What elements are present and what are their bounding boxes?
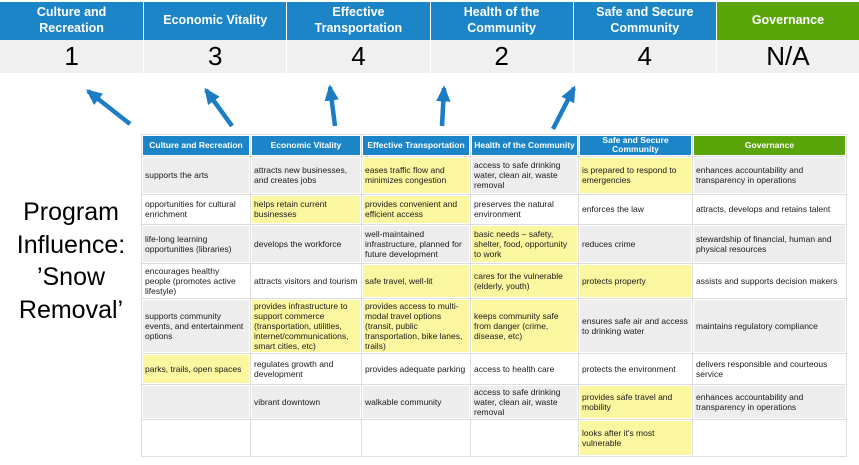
- matrix-cell-highlighted: provides access to multi-modal travel op…: [361, 297, 471, 354]
- matrix-row: looks after it's most vulnerable: [141, 418, 847, 457]
- matrix-cell-highlighted: is prepared to respond to emergencies: [578, 155, 693, 195]
- matrix-cell-highlighted: cares for the vulnerable (elderly, youth…: [470, 262, 579, 299]
- matrix-cell: assists and supports decision makers: [692, 262, 847, 299]
- summary-header: Health of the Community: [429, 2, 573, 40]
- summary-header: Culture and Recreation: [0, 2, 144, 40]
- matrix-header-cell: Safe and Secure Community: [578, 134, 693, 157]
- matrix-cell: supports community events, and entertain…: [141, 297, 251, 354]
- matrix-cell-highlighted: provides infrastructure to support comme…: [250, 297, 362, 354]
- matrix-cell: reduces crime: [578, 223, 693, 264]
- influence-arrow: [324, 84, 339, 127]
- summary-column: Health of the Community 2: [429, 2, 573, 73]
- summary-value: 3: [143, 40, 287, 73]
- summary-value: 4: [286, 40, 430, 73]
- matrix-row: vibrant downtown walkable community access…: [141, 383, 847, 420]
- matrix-header-cell: Economic Vitality: [250, 134, 362, 157]
- summary-table: Culture and Recreation 1 Economic Vitality…: [0, 2, 859, 73]
- matrix-cell: attracts visitors and tourism: [250, 262, 362, 299]
- matrix-cell: enhances accountability and transparency…: [692, 155, 847, 195]
- matrix-header-cell: Health of the Community: [470, 134, 579, 157]
- summary-header: Governance: [715, 2, 859, 40]
- matrix-header-cell: Effective Transportation: [361, 134, 471, 157]
- matrix-cell: develops the workforce: [250, 223, 362, 264]
- matrix-cell-highlighted: protects property: [578, 262, 693, 299]
- matrix-cell: attracts, develops and retains talent: [692, 193, 847, 225]
- program-influence-label: Program Influence: ’Snow Removal’: [16, 198, 126, 324]
- matrix-cell: vibrant downtown: [250, 383, 362, 420]
- matrix-cell: stewardship of financial, human and phys…: [692, 223, 847, 264]
- matrix-cell-highlighted: provides convenient and efficient access: [361, 193, 471, 225]
- matrix-row: opportunities for cultural enrichment hel…: [141, 193, 847, 225]
- matrix-cell: [141, 418, 251, 457]
- matrix-cell: [141, 383, 251, 420]
- matrix-cell: [692, 418, 847, 457]
- matrix-cell: ensures safe air and access to drinking …: [578, 297, 693, 354]
- summary-column: Governance N/A: [715, 2, 859, 73]
- influence-arrow: [204, 87, 234, 128]
- matrix-header-row: Culture and Recreation Economic Vitality E…: [141, 134, 847, 157]
- influence-arrow: [85, 89, 132, 126]
- matrix-cell-highlighted: basic needs – safety, shelter, food, opp…: [470, 223, 579, 264]
- influence-arrow: [436, 85, 451, 127]
- matrix-row: supports the arts attracts new businesses…: [141, 155, 847, 195]
- matrix-cell: encourages healthy people (promotes acti…: [141, 262, 251, 299]
- matrix-header-cell: Culture and Recreation: [141, 134, 251, 157]
- matrix-cell-highlighted: keeps community safe from danger (crime,…: [470, 297, 579, 354]
- matrix-cell-highlighted: safe travel, well-lit: [361, 262, 471, 299]
- matrix-cell: [250, 418, 362, 457]
- matrix-header-cell: Governance: [692, 134, 847, 157]
- summary-value: 4: [572, 40, 716, 73]
- matrix-cell: life-long learning opportunities (librar…: [141, 223, 251, 264]
- matrix-cell-highlighted: provides safe travel and mobility: [578, 383, 693, 420]
- matrix-row: encourages healthy people (promotes acti…: [141, 262, 847, 299]
- matrix-cell: access to safe drinking water, clean air…: [470, 383, 579, 420]
- summary-header: Safe and Secure Community: [572, 2, 716, 40]
- matrix-cell: [361, 418, 471, 457]
- matrix-cell: [470, 418, 579, 457]
- summary-column: Culture and Recreation 1: [0, 2, 144, 73]
- matrix-cell: delivers responsible and courteous servi…: [692, 352, 847, 385]
- matrix-cell: enhances accountability and transparency…: [692, 383, 847, 420]
- matrix-cell: maintains regulatory compliance: [692, 297, 847, 354]
- influence-matrix: Culture and Recreation Economic Vitality E…: [141, 134, 847, 457]
- matrix-cell: protects the environment: [578, 352, 693, 385]
- matrix-cell: opportunities for cultural enrichment: [141, 193, 251, 225]
- matrix-cell-highlighted: looks after it's most vulnerable: [578, 418, 693, 457]
- summary-value: N/A: [715, 40, 859, 73]
- matrix-cell-highlighted: parks, trails, open spaces: [141, 352, 251, 385]
- matrix-cell: enforces the law: [578, 193, 693, 225]
- influence-arrow: [550, 85, 577, 131]
- matrix-cell: access to safe drinking water, clean air…: [470, 155, 579, 195]
- matrix-row: supports community events, and entertain…: [141, 297, 847, 354]
- summary-column: Effective Transportation 4: [286, 2, 430, 73]
- matrix-cell: attracts new businesses, and creates job…: [250, 155, 362, 195]
- influence-arrows: [85, 84, 577, 131]
- matrix-cell: preserves the natural environment: [470, 193, 579, 225]
- summary-header: Effective Transportation: [286, 2, 430, 40]
- summary-column: Safe and Secure Community 4: [572, 2, 716, 73]
- matrix-cell-highlighted: eases traffic flow and minimizes congest…: [361, 155, 471, 195]
- matrix-cell: provides adequate parking: [361, 352, 471, 385]
- matrix-cell: well-maintained infrastructure, planned …: [361, 223, 471, 264]
- matrix-row: life-long learning opportunities (librar…: [141, 223, 847, 264]
- matrix-cell-highlighted: helps retain current businesses: [250, 193, 362, 225]
- matrix-row: parks, trails, open spaces regulates grow…: [141, 352, 847, 385]
- matrix-cell: access to health care: [470, 352, 579, 385]
- matrix-cell: supports the arts: [141, 155, 251, 195]
- matrix-cell: walkable community: [361, 383, 471, 420]
- summary-header: Economic Vitality: [143, 2, 287, 40]
- summary-value: 1: [0, 40, 144, 73]
- summary-value: 2: [429, 40, 573, 73]
- summary-column: Economic Vitality 3: [143, 2, 287, 73]
- matrix-body: Culture and Recreation Economic Vitality E…: [141, 134, 847, 457]
- matrix-cell: regulates growth and development: [250, 352, 362, 385]
